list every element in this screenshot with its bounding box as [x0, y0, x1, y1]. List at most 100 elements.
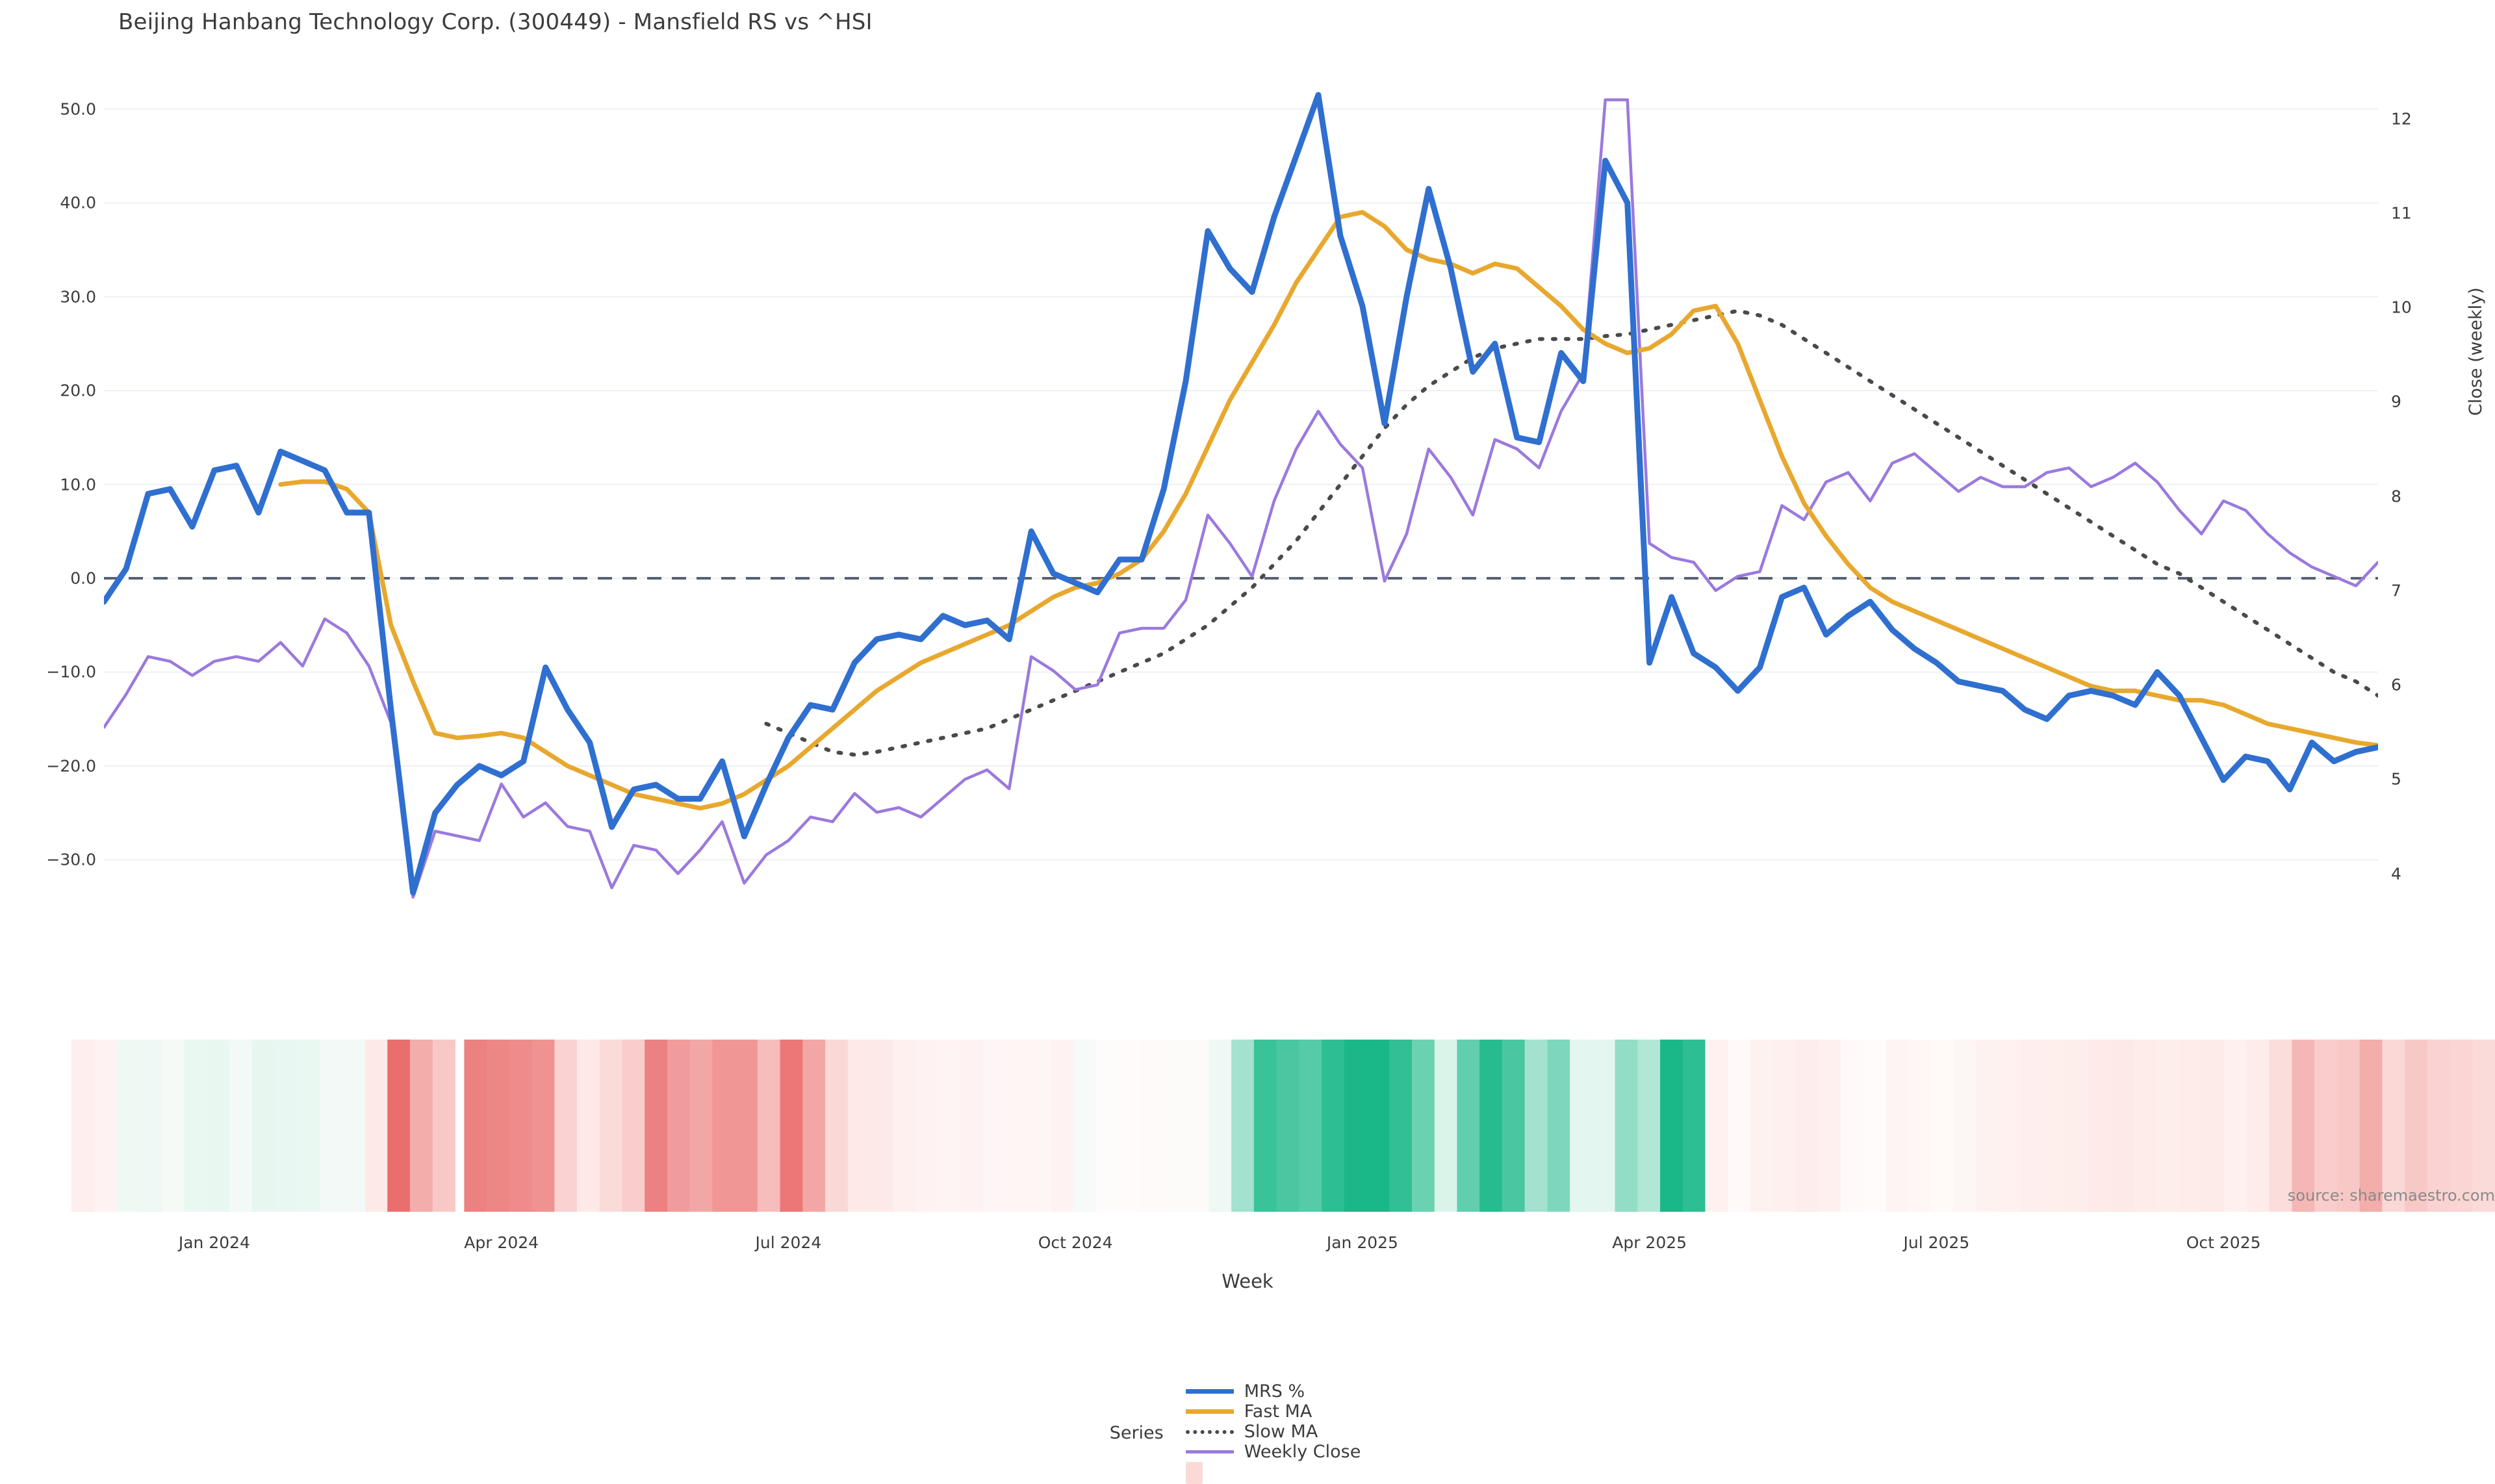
- legend-swatch-heat-box: [1185, 1462, 1203, 1484]
- y-axis-left-tick: −30.0: [46, 850, 96, 869]
- chart-legend: Series MRS % Fast MA Slow MA Weekly Close: [0, 1381, 2495, 1484]
- y-axis-right-tick: 7: [2391, 581, 2401, 600]
- heat-cell: [1840, 1040, 1864, 1212]
- heat-cell: [938, 1040, 962, 1212]
- heat-cell: [1299, 1040, 1322, 1212]
- heat-cell: [1502, 1040, 1526, 1212]
- y-axis-left-tick: 20.0: [60, 381, 96, 400]
- heat-cell: [1795, 1040, 1819, 1212]
- heat-cell: [1547, 1040, 1570, 1212]
- heat-cell: [2336, 1040, 2361, 1212]
- heat-cell: [1479, 1040, 1503, 1212]
- heat-cell: [577, 1040, 600, 1212]
- y-axis-left-tick: 10.0: [60, 475, 96, 494]
- series-line-slow-ma: [764, 309, 2378, 757]
- heat-cell: [2382, 1040, 2405, 1212]
- legend-entry[interactable]: Slow MA: [1185, 1422, 1361, 1442]
- heat-cell: [1028, 1040, 1051, 1212]
- heat-cell: [757, 1040, 781, 1212]
- heat-cell: [2427, 1040, 2451, 1212]
- y-axis-left-tick: −10.0: [46, 662, 96, 682]
- page-title: Beijing Hanbang Technology Corp. (300449…: [118, 9, 873, 35]
- heat-cell: [1253, 1040, 1277, 1212]
- heat-cell: [207, 1040, 230, 1212]
- heat-cell: [297, 1040, 320, 1212]
- heat-cell: [2246, 1040, 2270, 1212]
- heat-cell: [94, 1040, 118, 1212]
- y-axis-left-tick: 0.0: [70, 569, 96, 588]
- heat-cell: [1344, 1040, 1368, 1212]
- heat-cell: [780, 1040, 803, 1212]
- y-axis-right-tick: 5: [2391, 769, 2401, 789]
- heat-cell: [2066, 1040, 2090, 1212]
- heat-cell: [870, 1040, 893, 1212]
- mrs-regime-heat-strip: [71, 1040, 2495, 1212]
- heat-cell: [1163, 1040, 1187, 1212]
- heat-cell: [1818, 1040, 1841, 1212]
- heat-cell: [1863, 1040, 1886, 1212]
- heat-cell: [1615, 1040, 1638, 1212]
- heat-cell: [1073, 1040, 1097, 1212]
- heat-cell: [735, 1040, 758, 1212]
- heat-cell: [1570, 1040, 1593, 1212]
- heat-cell: [915, 1040, 939, 1212]
- heat-cell: [432, 1040, 455, 1212]
- heat-cell: [1118, 1040, 1142, 1212]
- legend-entry[interactable]: MRS %: [1185, 1381, 1361, 1401]
- heat-cell: [712, 1040, 736, 1212]
- series-line-weekly-close: [104, 98, 2378, 899]
- heat-cell: [251, 1040, 275, 1212]
- heat-cell: [229, 1040, 253, 1212]
- y-axis-left-tick: 50.0: [60, 99, 96, 119]
- legend-swatch-line: [1185, 1409, 1234, 1414]
- heat-cell: [2472, 1040, 2495, 1212]
- heat-cell: [1592, 1040, 1616, 1212]
- heat-cell: [1660, 1040, 1683, 1212]
- heat-cell: [1750, 1040, 1774, 1212]
- y-axis-right-tick: 4: [2391, 864, 2401, 884]
- x-axis-tick: Jul 2024: [755, 1233, 822, 1252]
- heat-cell: [1366, 1040, 1390, 1212]
- heat-cell: [1637, 1040, 1661, 1212]
- heat-cell: [2021, 1040, 2045, 1212]
- heat-cell: [2134, 1040, 2157, 1212]
- grid-lines: [104, 108, 2378, 861]
- heat-cell: [1389, 1040, 1413, 1212]
- legend-entry[interactable]: [1185, 1462, 1386, 1484]
- heat-cell: [116, 1040, 140, 1212]
- heat-cell: [1051, 1040, 1074, 1212]
- heat-cell: [1998, 1040, 2022, 1212]
- x-axis-tick: Jan 2025: [1326, 1233, 1398, 1252]
- heat-cell: [983, 1040, 1006, 1212]
- heat-cell: [2156, 1040, 2180, 1212]
- x-axis-tick: Apr 2024: [464, 1233, 539, 1252]
- heat-cell: [689, 1040, 713, 1212]
- y-axis-left-tick: 30.0: [60, 287, 96, 307]
- heat-cell: [2450, 1040, 2473, 1212]
- x-axis-tick: Apr 2025: [1612, 1233, 1687, 1252]
- heat-cell: [531, 1040, 555, 1212]
- heat-cell: [1886, 1040, 1909, 1212]
- y-axis-left-tick: −20.0: [46, 756, 96, 776]
- legend-entry[interactable]: Fast MA: [1185, 1401, 1361, 1422]
- heat-cell: [667, 1040, 691, 1212]
- heat-cell: [2359, 1040, 2383, 1212]
- heat-cell: [1276, 1040, 1299, 1212]
- y-axis-right-tick: 10: [2391, 298, 2412, 317]
- legend-entry-label: Slow MA: [1244, 1422, 1318, 1442]
- heat-cell: [2405, 1040, 2428, 1212]
- legend-entry[interactable]: Weekly Close: [1185, 1442, 1361, 1462]
- heat-cell: [622, 1040, 645, 1212]
- heat-cell: [2314, 1040, 2338, 1212]
- heat-cell: [2088, 1040, 2112, 1212]
- y-axis-right-tick: 9: [2391, 392, 2401, 411]
- legend-swatch-dotted-line: [1185, 1429, 1234, 1434]
- heat-cell: [960, 1040, 984, 1212]
- heat-cell: [1524, 1040, 1548, 1212]
- heat-cell: [1457, 1040, 1480, 1212]
- y-axis-right-title: Close (weekly): [2466, 287, 2486, 416]
- x-axis-title: Week: [1222, 1270, 1273, 1292]
- heat-cell: [2111, 1040, 2134, 1212]
- heat-cell: [1231, 1040, 1255, 1212]
- heat-cell: [1682, 1040, 1706, 1212]
